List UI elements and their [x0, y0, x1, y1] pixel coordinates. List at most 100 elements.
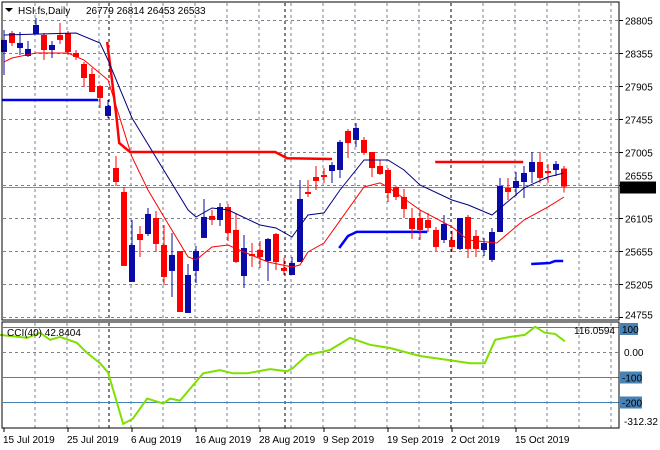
price-tick-label: 24755	[625, 311, 653, 322]
candle-bull	[201, 216, 207, 238]
candle-bear	[97, 86, 103, 98]
header-label: HSI.fs,Daily 26779 26814 26453 26533	[5, 6, 206, 17]
current-price-label: 26533	[624, 184, 652, 195]
axes: 28805 28355 27905 27455 27005 26555 26105 25655…	[3, 17, 658, 447]
current-price-badge	[620, 181, 656, 194]
ma-fast-line	[3, 52, 565, 268]
price-tick-label: 27005	[625, 149, 653, 160]
candle-bear	[81, 64, 87, 79]
candle-bull	[441, 223, 447, 240]
candle-bear	[89, 73, 95, 93]
price-tick-label: 26555	[625, 172, 653, 183]
candle-bear	[473, 235, 479, 249]
cci-axis-label: -312.32	[624, 417, 658, 428]
price-tick-label: 25205	[625, 281, 653, 292]
candle-bear	[305, 191, 311, 194]
ohlc-label: 26779 26814 26453 26533	[86, 6, 206, 17]
cci-panel	[0, 325, 619, 426]
date-tick-label: 28 Aug 2019	[259, 435, 316, 446]
candle-bear	[281, 267, 287, 271]
candle-bear	[9, 32, 15, 43]
candle-bull	[489, 232, 495, 260]
candle-bear	[73, 53, 79, 57]
candle-bull	[217, 207, 223, 220]
candle-bear	[345, 130, 351, 143]
candle-bear	[257, 249, 263, 258]
candle-bull	[265, 238, 271, 261]
date-tick-label: 2 Oct 2019	[451, 435, 500, 446]
price-tick-label: 26105	[625, 215, 653, 226]
price-tick-label: 27455	[625, 116, 653, 127]
candle-bull	[105, 105, 111, 116]
date-tick-label: 15 Jul 2019	[3, 435, 55, 446]
candle-bear	[161, 244, 167, 277]
grid	[3, 3, 619, 428]
candle-bear	[57, 34, 63, 40]
candle-bear	[561, 168, 567, 187]
candle-bear	[409, 218, 415, 229]
candle-bull	[329, 164, 335, 171]
candle-bear	[153, 218, 159, 244]
candle-bull	[145, 213, 151, 234]
candle-bear	[393, 186, 399, 197]
cci-level-label: -200	[622, 399, 642, 410]
indicator-levels	[2, 41, 564, 266]
candle-bull	[33, 24, 39, 35]
support-level-line	[531, 259, 564, 266]
candle-bull	[297, 199, 303, 262]
price-tick-label: 28355	[625, 50, 653, 61]
date-tick-label: 25 Jul 2019	[67, 435, 119, 446]
candle-bear	[137, 233, 143, 240]
cci-level-badge	[620, 371, 642, 384]
candle-bull	[169, 254, 175, 271]
symbol-label: HSI.fs,Daily	[18, 6, 70, 17]
candle-bear	[41, 34, 47, 50]
candle-bull	[193, 251, 199, 271]
candle-bear	[401, 196, 407, 209]
candle-bear	[377, 166, 383, 174]
price-tick-label: 25655	[625, 248, 653, 259]
main-panel-border	[1, 1, 620, 321]
candle-bear	[121, 191, 127, 266]
dropdown-triangle-icon[interactable]	[5, 8, 13, 12]
cci-level-label: 100	[622, 325, 639, 336]
price-tick-label: 28805	[625, 17, 653, 28]
candle-bull	[497, 185, 503, 233]
candle-bull	[129, 244, 135, 282]
cci-level-badge	[620, 396, 642, 409]
candle-bull	[289, 262, 295, 275]
candle-bull	[1, 39, 7, 52]
candle-bear	[433, 229, 439, 247]
candle-bull	[529, 161, 535, 172]
date-tick-label: 19 Sep 2019	[387, 435, 444, 446]
date-tick-label: 16 Aug 2019	[195, 435, 252, 446]
candle-bear	[505, 188, 511, 192]
candle-bull	[337, 141, 343, 170]
candle-bear	[417, 218, 423, 230]
moving-averages	[3, 32, 565, 268]
candle-bear	[385, 169, 391, 193]
candle-bear	[273, 233, 279, 262]
candle-bull	[553, 163, 559, 170]
cci-level-badge	[620, 323, 638, 335]
candle-bear	[225, 207, 231, 233]
candle-bear	[65, 32, 71, 52]
candle-bear	[449, 240, 455, 247]
ma-slow-line	[3, 32, 565, 238]
candle-bear	[177, 251, 183, 313]
candle-bear	[313, 177, 319, 181]
candle-bull	[185, 274, 191, 313]
candle-bear	[425, 219, 431, 228]
cci-label: CCI(40) 42.8404	[7, 328, 81, 339]
candle-bull	[521, 172, 527, 182]
candle-bear	[545, 170, 551, 173]
date-tick-label: 9 Sep 2019	[323, 435, 375, 446]
candle-bull	[17, 42, 23, 49]
candle-bear	[209, 215, 215, 220]
support-level-line	[338, 230, 428, 249]
candle-bear	[233, 229, 239, 262]
candle-bear	[361, 139, 367, 153]
candle-bull	[241, 247, 247, 277]
cci-axis-label: 0.00	[624, 348, 644, 359]
